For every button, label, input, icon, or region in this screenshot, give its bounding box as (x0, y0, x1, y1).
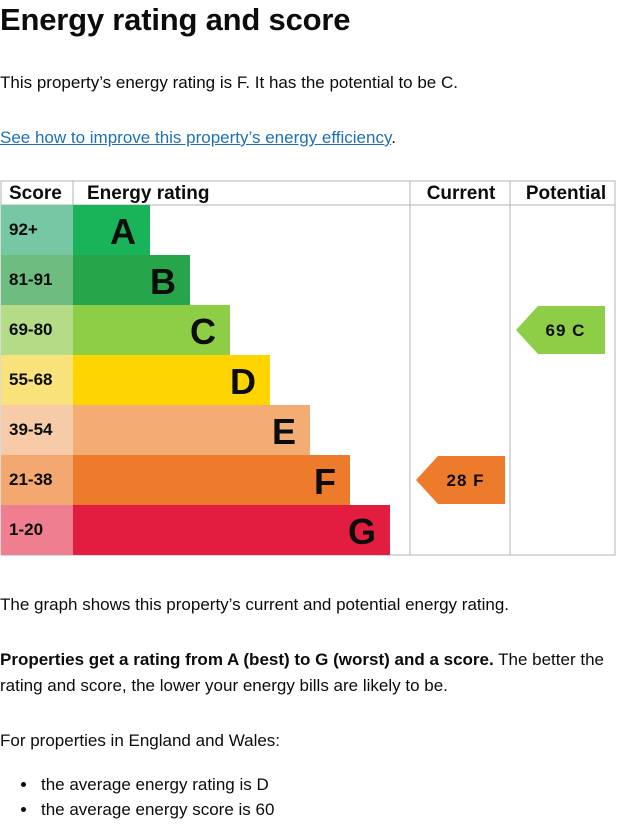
score-label-f: 21-38 (9, 470, 52, 489)
bullet-dot (21, 782, 26, 787)
current-header: Current (427, 183, 496, 204)
band-letter-g: G (348, 511, 376, 552)
score-cell-f (1, 455, 73, 505)
improve-efficiency-link[interactable]: See how to improve this property’s energ… (0, 128, 392, 147)
band-letter-d: D (230, 361, 256, 402)
band-letter-a: A (110, 211, 136, 252)
current-marker (416, 456, 505, 504)
band-letter-c: C (190, 311, 216, 352)
band-bar-a (73, 205, 150, 255)
energy-rating-chart: Score Energy rating Current Potential 92+ A 8… (0, 180, 616, 556)
link-trailing-punct: . (391, 128, 396, 147)
score-label-g: 1-20 (9, 520, 43, 539)
band-bar-d (73, 355, 270, 405)
score-label-d: 55-68 (9, 370, 52, 389)
rating-sentence: This property’s energy rating is F. It h… (0, 73, 458, 92)
score-label-a: 92+ (9, 220, 38, 239)
band-bar-g (73, 505, 390, 555)
chart-markers: 28 F 69 C (416, 306, 605, 504)
list-item: the average energy rating is D (0, 772, 274, 797)
page-title: Energy rating and score (0, 2, 351, 37)
score-label-c: 69-80 (9, 320, 52, 339)
improve-paragraph: See how to improve this property’s energ… (0, 125, 615, 151)
potential-marker (516, 306, 605, 354)
graph-caption: The graph shows this property’s current … (0, 595, 510, 614)
score-cell-a (1, 205, 73, 255)
band-letter-b: B (150, 261, 176, 302)
band-bar-c (73, 305, 230, 355)
ratings-explanation: Properties get a rating from A (best) to… (0, 647, 615, 699)
score-cell-c (1, 305, 73, 355)
score-cell-b (1, 255, 73, 305)
current-marker-label: 28 F (446, 471, 484, 490)
energy-rating-header: Energy rating (87, 183, 209, 204)
region-intro: For properties in England and Wales: (0, 731, 281, 750)
list-item-text: the average energy rating is D (41, 775, 269, 794)
average-list: the average energy rating is D the avera… (0, 772, 274, 822)
score-label-b: 81-91 (9, 270, 52, 289)
band-bar-f (73, 455, 350, 505)
potential-header: Potential (526, 183, 606, 204)
chart-bands: 92+ A 81-91 B 69-80 C 55-68 D 39-54 E 21-38 F 1-20 G (1, 205, 390, 555)
list-item-text: the average energy score is 60 (41, 800, 275, 819)
bullet-dot (21, 807, 26, 812)
score-header: Score (9, 183, 62, 204)
score-cell-e (1, 405, 73, 455)
score-cell-g (1, 505, 73, 555)
band-bar-b (73, 255, 190, 305)
chart-header: Score Energy rating Current Potential (9, 183, 606, 204)
ratings-explanation-rest: The better the rating and score, the low… (0, 650, 604, 695)
score-cell-d (1, 355, 73, 405)
list-item: the average energy score is 60 (0, 797, 274, 822)
band-letter-f: F (314, 461, 336, 502)
ratings-explanation-bold: Properties get a rating from A (best) to… (0, 650, 494, 669)
score-label-e: 39-54 (9, 420, 53, 439)
band-bar-e (73, 405, 310, 455)
band-letter-e: E (272, 411, 296, 452)
potential-marker-label: 69 C (546, 321, 586, 340)
